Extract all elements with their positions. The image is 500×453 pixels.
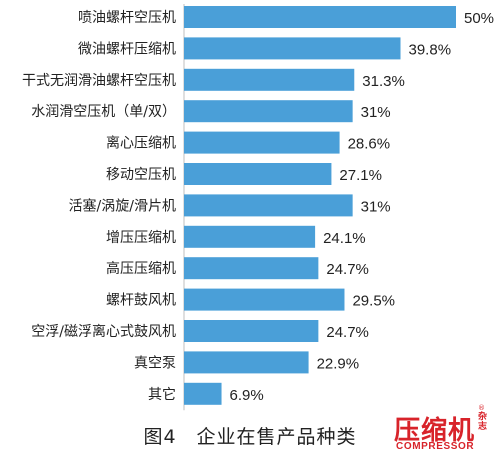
logo-main-text: 压缩机 [394, 416, 476, 446]
category-label: 真空泵 [134, 355, 176, 371]
category-label: 活塞/涡旋/滑片机 [69, 197, 176, 214]
category-label: 离心压缩机 [106, 135, 176, 152]
bar [184, 37, 401, 60]
bar [184, 288, 345, 311]
category-label: 高压压缩机 [106, 260, 176, 277]
category-label: 其它 [148, 386, 176, 403]
category-label: 空浮/磁浮离心式鼓风机 [31, 323, 176, 340]
value-label: 24.7% [326, 324, 369, 341]
logo-registered-mark: ® [478, 404, 485, 412]
value-label: 22.9% [317, 355, 360, 372]
bar [184, 194, 353, 217]
bar [184, 131, 340, 154]
bar [184, 6, 456, 28]
value-label: 31.3% [362, 73, 405, 90]
bar [184, 225, 316, 248]
value-label: 29.5% [352, 293, 395, 310]
value-label: 27.1% [339, 167, 382, 184]
category-label: 干式无润滑油螺杆空压机 [22, 72, 176, 89]
logo-sub-text: COMPRESSOR [396, 441, 475, 452]
bar [184, 163, 332, 185]
value-label: 31% [361, 104, 391, 121]
figure-caption: 图4 企业在售产品种类 [143, 426, 357, 448]
value-label: 31% [361, 198, 391, 215]
category-label: 移动空压机 [106, 167, 176, 183]
compressor-magazine-logo: 压缩机 ® 杂志 COMPRESSOR [394, 404, 500, 453]
value-label: 28.6% [348, 136, 391, 153]
value-label: 24.1% [323, 230, 366, 247]
bar-chart: 喷油螺杆空压机 50% 微油螺杆压缩机 39.8% 干式无润滑油螺杆空压机 31.3% 水润… [22, 4, 494, 411]
category-label: 增压压缩机 [106, 230, 176, 246]
bar [184, 100, 353, 123]
category-label: 喷油螺杆空压机 [78, 10, 176, 26]
value-label: 6.9% [230, 387, 264, 404]
bar [184, 68, 355, 91]
bar [184, 257, 319, 280]
bar [184, 351, 309, 374]
bar [184, 382, 222, 405]
value-label: 50% [464, 10, 494, 27]
logo-side-text: 杂志 [478, 412, 488, 432]
value-label: 39.8% [409, 41, 452, 58]
category-label: 微油螺杆压缩机 [78, 41, 176, 57]
category-label: 螺杆鼓风机 [106, 293, 176, 309]
bar [184, 320, 319, 342]
value-label: 24.7% [326, 261, 369, 278]
category-label: 水润滑空压机（单/双） [31, 103, 176, 120]
